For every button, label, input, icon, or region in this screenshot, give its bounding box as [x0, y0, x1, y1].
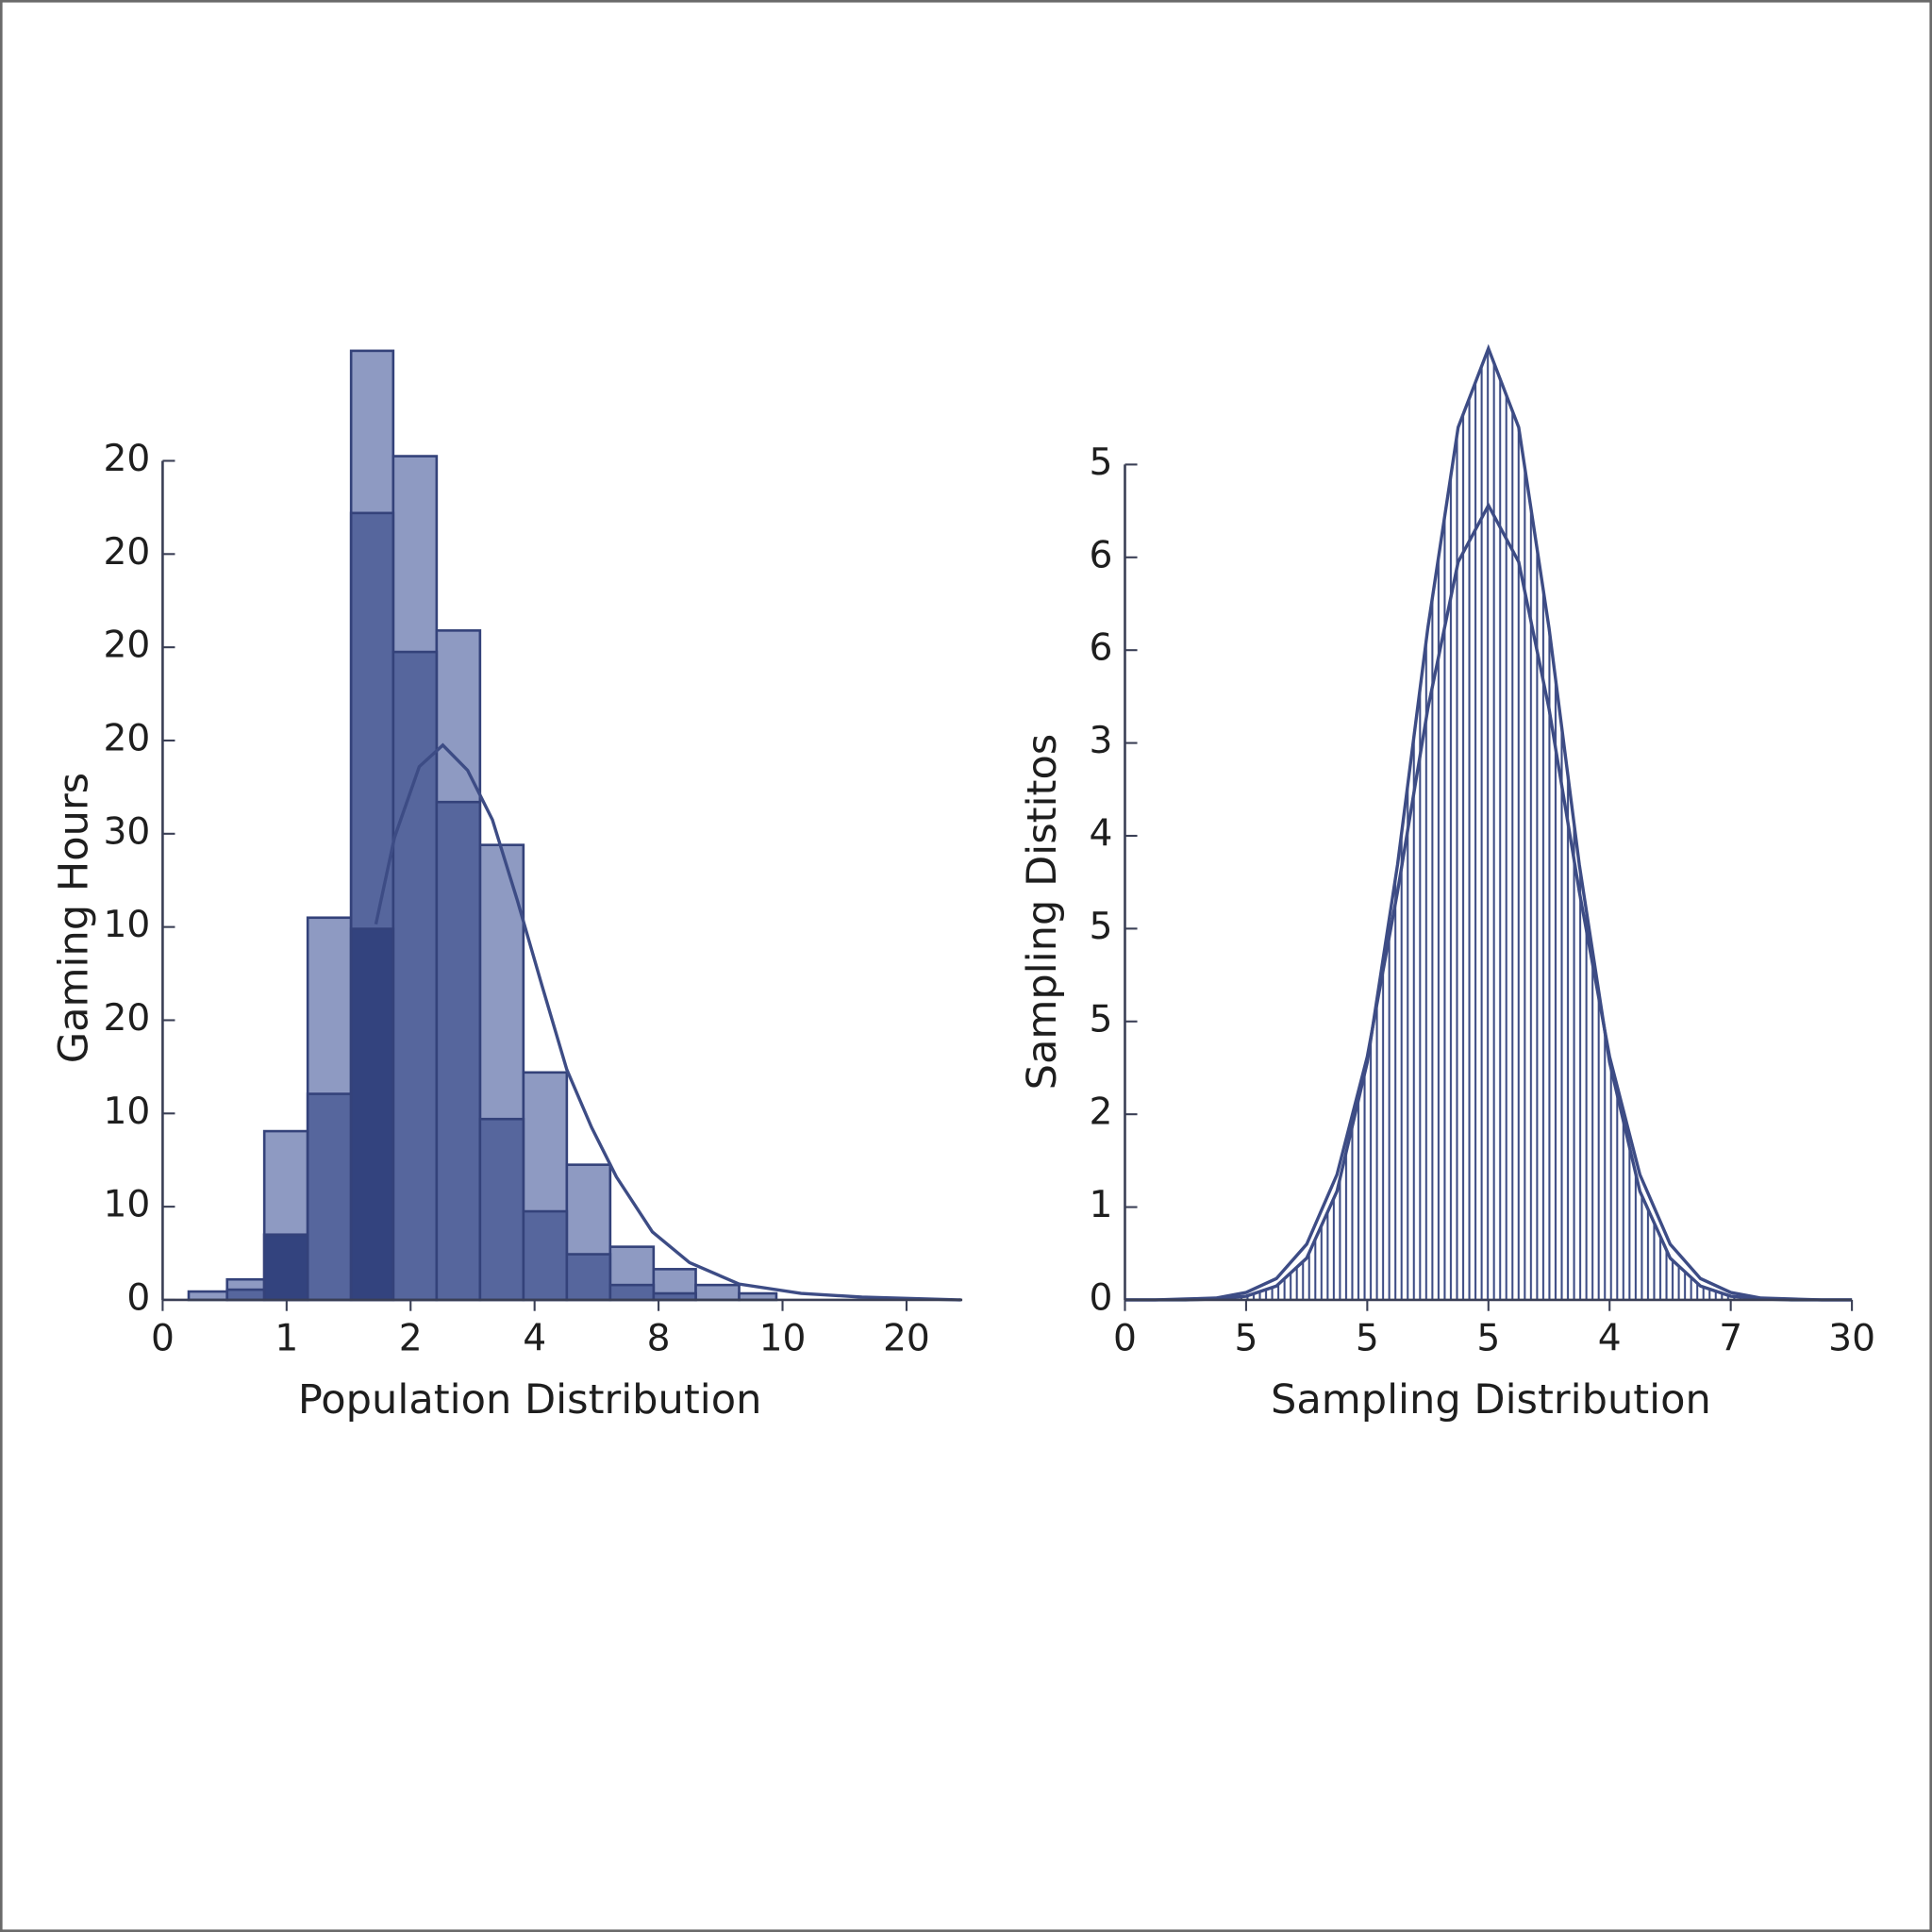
histogram-bar	[435, 800, 482, 1302]
x-tick-label: 4	[523, 1318, 546, 1360]
x-axis-label: Sampling Distribution	[1271, 1376, 1711, 1424]
y-tick-label: 5	[1089, 441, 1112, 484]
histogram-bar	[391, 650, 439, 1302]
y-tick-label: 10	[103, 1184, 150, 1226]
y-tick-label: 20	[103, 531, 150, 574]
histogram-bar	[349, 927, 395, 1302]
histogram-bar	[608, 1283, 656, 1302]
y-tick-label: 20	[103, 438, 150, 480]
y-tick-label: 10	[103, 1091, 150, 1133]
y-tick-label: 20	[103, 997, 150, 1040]
y-tick-label: 30	[103, 810, 150, 853]
x-tick-label: 8	[647, 1318, 671, 1360]
histogram-bar	[187, 1290, 229, 1302]
y-tick-label: 20	[103, 717, 150, 759]
y-tick-label: 1	[1089, 1184, 1112, 1226]
histogram-bar	[522, 1209, 569, 1302]
y-tick-label: 5	[1089, 998, 1112, 1041]
y-tick-label: 0	[126, 1276, 150, 1319]
y-tick-label: 0	[1089, 1276, 1112, 1319]
histogram-bar	[478, 1117, 525, 1302]
x-axis-label: Population Distribution	[298, 1376, 762, 1424]
histogram-bar	[262, 1233, 309, 1302]
y-tick-label: 20	[103, 625, 150, 667]
histogram-bar	[225, 1288, 266, 1302]
density-curve	[374, 742, 961, 1302]
x-tick-label: 5	[1476, 1318, 1500, 1360]
y-tick-label: 6	[1089, 627, 1112, 670]
x-tick-label: 5	[1356, 1318, 1379, 1360]
y-axis-label: Sampling Distitos	[1019, 734, 1066, 1091]
y-tick-label: 2	[1089, 1091, 1112, 1134]
distribution-curve	[1124, 343, 1853, 1302]
x-tick-label: 30	[1828, 1318, 1875, 1360]
x-tick-label: 10	[759, 1318, 807, 1360]
y-tick-label: 3	[1089, 720, 1112, 762]
y-tick-label: 4	[1089, 812, 1112, 855]
y-axis-label: Gaming Hours	[50, 773, 97, 1063]
distribution-curve	[1124, 502, 1853, 1302]
x-tick-label: 20	[883, 1318, 930, 1360]
histogram-bar	[306, 1092, 353, 1302]
histogram-bar	[565, 1253, 612, 1302]
x-tick-label: 5	[1234, 1318, 1257, 1360]
x-tick-label: 0	[151, 1318, 175, 1360]
x-tick-label: 7	[1719, 1318, 1742, 1360]
y-tick-label: 10	[103, 904, 150, 946]
x-tick-label: 0	[1113, 1318, 1137, 1360]
histogram-bar	[694, 1283, 741, 1302]
x-tick-label: 2	[399, 1318, 423, 1360]
y-tick-label: 6	[1089, 534, 1112, 576]
x-tick-label: 1	[275, 1318, 298, 1360]
y-tick-label: 5	[1089, 906, 1112, 948]
x-tick-label: 4	[1598, 1318, 1622, 1360]
